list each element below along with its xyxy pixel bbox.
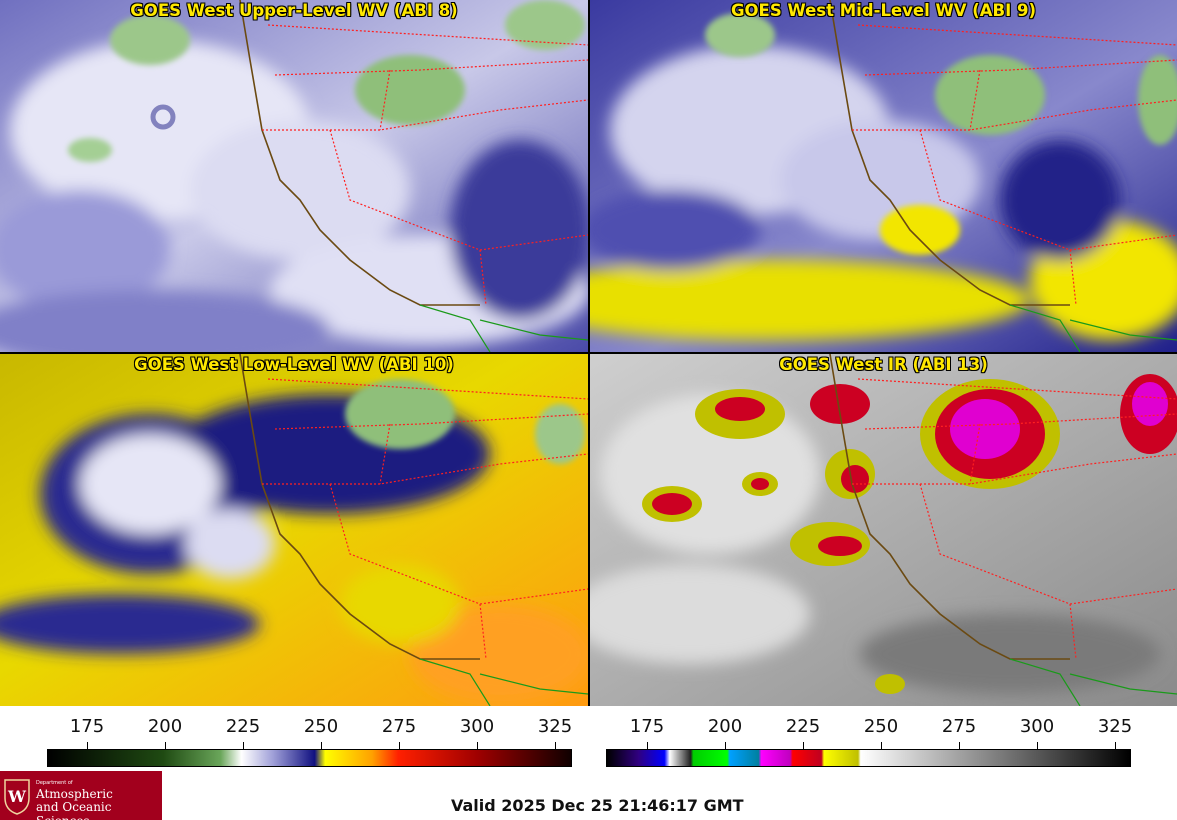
mid-wv-image [590,0,1177,352]
tick-label: 275 [381,716,417,737]
tick-label: 300 [1019,716,1055,737]
ir-image [590,354,1177,706]
colorbar-ir [606,749,1131,767]
tick-mark [399,742,400,749]
panel-divider-horizontal [0,352,1177,354]
colorbar-left-ticks: 175 200 225 250 275 300 325 [0,716,588,740]
tick-label: 175 [629,716,665,737]
upper-wv-image [0,0,588,352]
logo-line1: Atmospheric [36,787,113,801]
tick-label: 325 [537,716,573,737]
tick-mark [803,742,804,749]
tick-mark [1115,742,1116,749]
tick-label: 250 [303,716,339,737]
tick-mark [243,742,244,749]
tick-mark [959,742,960,749]
logo-dept-text: Department of [36,780,73,786]
tick-label: 325 [1097,716,1133,737]
tick-mark [881,742,882,749]
tick-mark [165,742,166,749]
tick-mark [555,742,556,749]
tick-mark [1037,742,1038,749]
uw-aos-logo[interactable]: W Department of Atmospheric and Oceanic … [0,771,162,820]
tick-mark [321,742,322,749]
tick-label: 300 [459,716,495,737]
svg-text:W: W [7,787,27,806]
panel-title: GOES West Mid-Level WV (ABI 9) [730,1,1037,20]
panel-ir: GOES West IR (ABI 13) [590,354,1177,706]
low-wv-image [0,354,588,706]
uw-crest-icon: W [4,779,30,815]
tick-mark [647,742,648,749]
tick-mark [725,742,726,749]
panel-title: GOES West Upper-Level WV (ABI 8) [130,1,458,20]
tick-mark [477,742,478,749]
tick-label: 225 [225,716,261,737]
logo-line2: and Oceanic Sciences [36,800,112,820]
tick-label: 225 [785,716,821,737]
panel-low-wv: GOES West Low-Level WV (ABI 10) [0,354,588,706]
panel-mid-wv: GOES West Mid-Level WV (ABI 9) [590,0,1177,352]
tick-label: 200 [707,716,743,737]
tick-label: 250 [863,716,899,737]
tick-label: 175 [69,716,105,737]
panel-upper-wv: GOES West Upper-Level WV (ABI 8) [0,0,588,352]
tick-label: 200 [147,716,183,737]
tick-label: 275 [941,716,977,737]
colorbar-wv [47,749,572,767]
colorbar-right-ticks: 175 200 225 250 275 300 325 [590,716,1177,740]
tick-mark [87,742,88,749]
panel-title: GOES West IR (ABI 13) [779,355,988,374]
panel-title: GOES West Low-Level WV (ABI 10) [134,355,454,374]
valid-time: Valid 2025 Dec 25 21:46:17 GMT [451,796,744,815]
